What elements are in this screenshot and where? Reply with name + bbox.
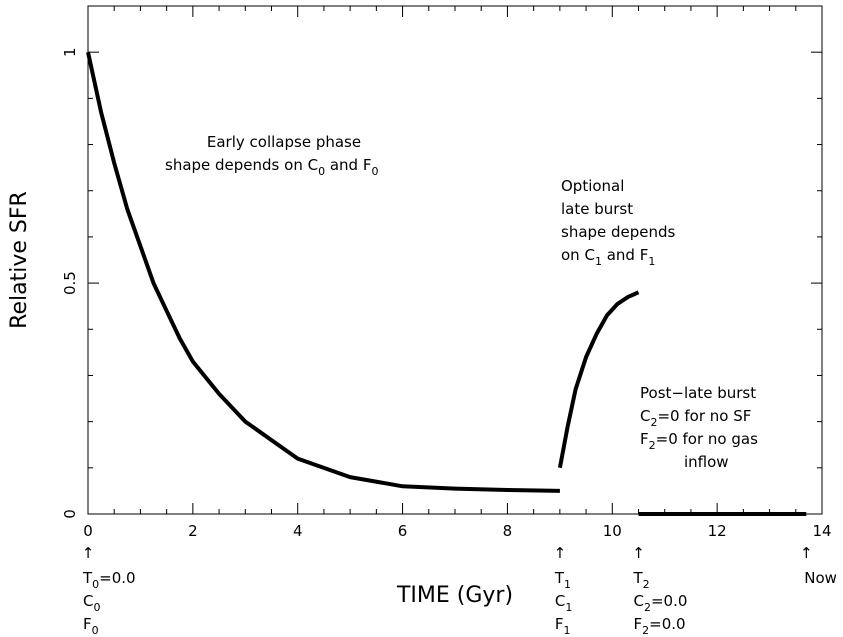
marker-label: C2=0.0 <box>634 592 688 614</box>
x-tick-label: 14 <box>812 522 831 540</box>
tick-labels: 0 2 4 6 8 10 12 14 0 0.5 1 <box>61 47 832 540</box>
post-burst-line1: Post−late burst <box>640 384 756 402</box>
marker-label: Now <box>804 569 837 587</box>
up-arrow-icon: ↑ <box>632 544 645 562</box>
sfr-line-late-burst <box>557 290 640 469</box>
late-burst-line4: on C1 and F1 <box>561 246 655 268</box>
marker-label: T1 <box>554 569 571 591</box>
marker-label: T2 <box>633 569 650 591</box>
late-burst-line2: late burst <box>561 200 633 218</box>
marker-label: T0=0.0 <box>82 569 136 591</box>
post-burst-line2: C2=0 for no SF <box>640 407 751 429</box>
y-tick-label: 0.5 <box>61 271 79 295</box>
x-tick-label: 12 <box>708 522 727 540</box>
x-tick-label: 0 <box>83 522 93 540</box>
x-tick-label: 2 <box>188 522 198 540</box>
up-arrow-icon: ↑ <box>82 544 95 562</box>
x-tick-label: 4 <box>293 522 303 540</box>
axis-ticks <box>87 5 823 515</box>
up-arrow-icon: ↑ <box>554 544 567 562</box>
early-phase-line1: Early collapse phase <box>207 133 361 151</box>
x-axis-label: TIME (Gyr) <box>396 583 513 608</box>
marker-label: F2=0.0 <box>634 615 686 637</box>
y-axis-label: Relative SFR <box>7 191 32 329</box>
post-burst-line3: F2=0 for no gas <box>640 430 758 452</box>
y-tick-label: 0 <box>61 509 79 519</box>
early-phase-line2: shape depends on C0 and F0 <box>165 156 378 178</box>
marker-label: F0 <box>83 615 99 637</box>
marker-label: F1 <box>555 615 571 637</box>
post-burst-annotation: Post−late burst C2=0 for no SF F2=0 for … <box>640 384 758 471</box>
x-tick-label: 6 <box>398 522 408 540</box>
x-tick-label: 8 <box>503 522 513 540</box>
sfr-line-early-collapse <box>86 51 560 493</box>
sfr-curves <box>86 51 807 516</box>
marker-label: C1 <box>555 592 572 614</box>
up-arrow-icon: ↑ <box>800 544 813 562</box>
late-burst-annotation: Optional late burst shape depends on C1 … <box>561 177 676 268</box>
late-burst-line1: Optional <box>561 177 624 195</box>
time-marker: ↑ Now <box>800 544 837 587</box>
y-tick-label: 1 <box>61 47 79 57</box>
marker-label: C0 <box>83 592 100 614</box>
x-tick-label: 10 <box>603 522 622 540</box>
post-burst-line4: inflow <box>684 453 729 471</box>
late-burst-line3: shape depends <box>561 223 676 241</box>
early-phase-annotation: Early collapse phase shape depends on C0… <box>165 133 378 178</box>
